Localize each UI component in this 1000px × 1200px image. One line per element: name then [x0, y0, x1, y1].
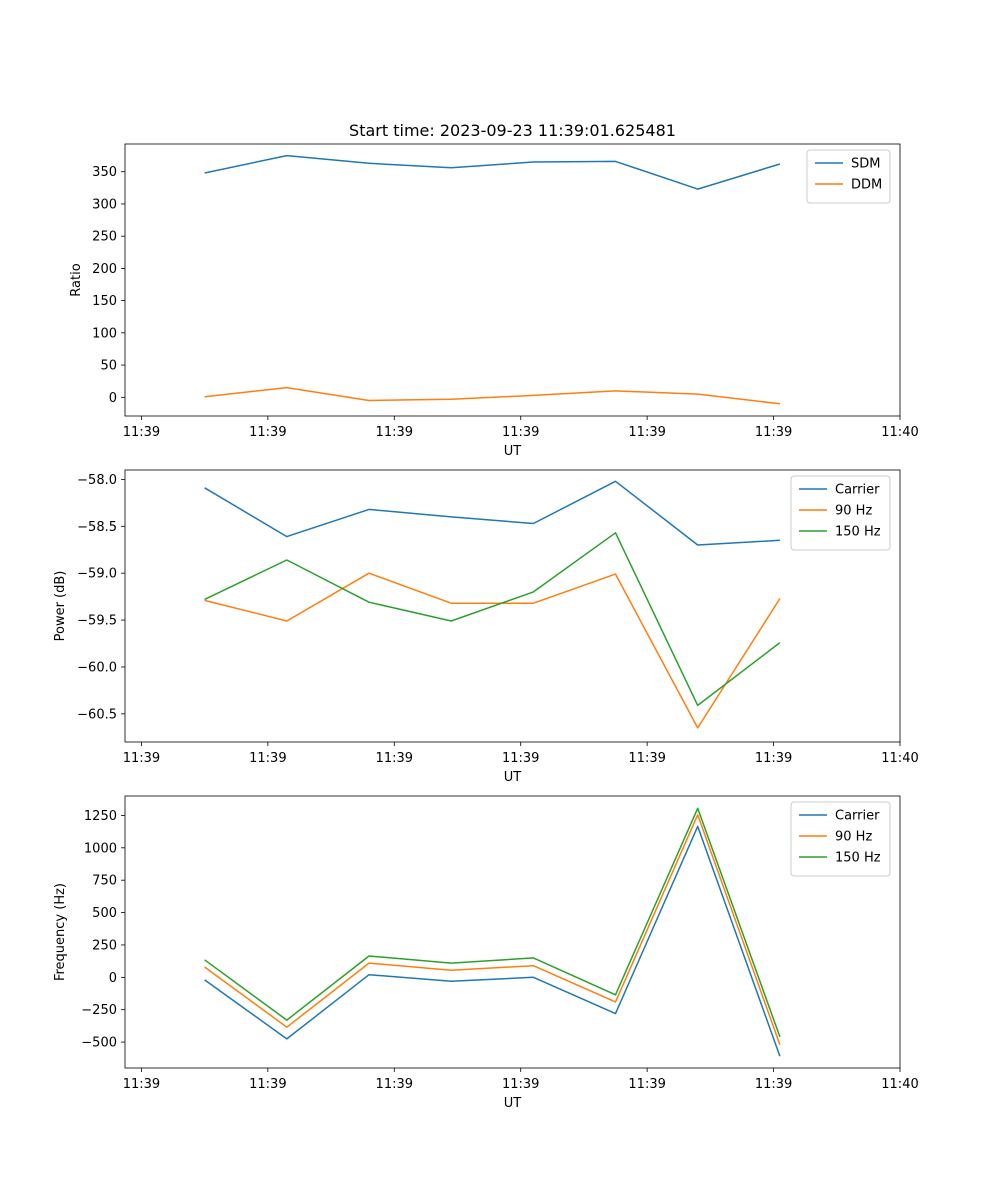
series-line-150-hz — [204, 807, 781, 1038]
series-line-sdm — [204, 154, 781, 190]
axes-frame — [124, 143, 901, 417]
x-tick-label: 11:39 — [123, 1077, 160, 1092]
y-tick-label: 500 — [92, 906, 117, 921]
y-tick-label: 250 — [92, 938, 117, 953]
x-tick-label: 11:39 — [502, 1077, 539, 1092]
subplot-3: 11:39 11:39 11:39 11:39 11:39 11:39 11:40 −500 −… — [53, 795, 919, 1111]
legend-label: 90 Hz — [835, 504, 872, 519]
legend-label: 150 Hz — [835, 525, 881, 540]
y-tick-label: −60.5 — [77, 707, 117, 722]
axes-frame — [124, 469, 901, 743]
y-tick-label: 300 — [92, 197, 117, 212]
y-tick-label: −58.5 — [77, 520, 117, 535]
y-tick-label: 750 — [92, 874, 117, 889]
legend-label: 90 Hz — [835, 830, 872, 845]
y-tick-label: 100 — [92, 326, 117, 341]
y-tick-label: 1000 — [84, 841, 117, 856]
legend: Carrier 90 Hz 150 Hz — [790, 801, 891, 877]
series-line-90-hz — [204, 572, 781, 729]
axes-frame — [124, 795, 901, 1069]
x-tick-label: 11:39 — [376, 751, 413, 766]
x-tick-label: 11:39 — [376, 1077, 413, 1092]
y-tick-label: 350 — [92, 165, 117, 180]
x-tick-label: 11:39 — [249, 751, 286, 766]
y-tick-label: 0 — [109, 391, 117, 406]
series-line-carrier — [204, 825, 781, 1057]
x-tick-label: 11:39 — [628, 1077, 665, 1092]
x-axis-label: UT — [504, 1096, 522, 1111]
x-tick-label: 11:40 — [881, 1077, 918, 1092]
x-tick-label: 11:39 — [755, 751, 792, 766]
y-tick-label: −59.5 — [77, 614, 117, 629]
y-tick-label: 50 — [100, 359, 117, 374]
series-line-150-hz — [204, 532, 781, 707]
x-axis-label: UT — [504, 444, 522, 459]
legend-label: Carrier — [835, 809, 880, 824]
y-tick-label: −59.0 — [77, 567, 117, 582]
legend-label: 150 Hz — [835, 851, 881, 866]
legend-label: Carrier — [835, 483, 880, 498]
x-tick-label: 11:39 — [755, 425, 792, 440]
y-tick-label: 0 — [109, 971, 117, 986]
y-tick-label: −500 — [81, 1036, 117, 1051]
x-tick-label: 11:39 — [123, 751, 160, 766]
x-tick-label: 11:39 — [628, 751, 665, 766]
x-tick-label: 11:39 — [502, 425, 539, 440]
series-line-90-hz — [204, 814, 781, 1045]
series-line-ddm — [204, 386, 780, 405]
legend-label: SDM — [851, 157, 880, 172]
subplot-2: 11:39 11:39 11:39 11:39 11:39 11:39 11:40 −60.5… — [53, 469, 919, 785]
x-tick-label: 11:39 — [249, 1077, 286, 1092]
subplot-1: 11:39 11:39 11:39 11:39 11:39 11:39 11:40 0 50 10… — [69, 121, 919, 459]
x-tick-label: 11:39 — [755, 1077, 792, 1092]
x-axis-label: UT — [504, 770, 522, 785]
y-tick-label: 150 — [92, 294, 117, 309]
y-axis-label: Ratio — [69, 263, 84, 296]
y-tick-label: 1250 — [84, 809, 117, 824]
y-tick-label: −58.0 — [77, 473, 117, 488]
legend: Carrier 90 Hz 150 Hz — [790, 475, 891, 551]
x-tick-label: 11:40 — [881, 751, 918, 766]
chart-title: Start time: 2023-09-23 11:39:01.625481 — [349, 121, 676, 140]
y-tick-label: −250 — [81, 1003, 117, 1018]
legend: SDM DDM — [806, 149, 891, 204]
y-tick-label: −60.0 — [77, 660, 117, 675]
x-tick-label: 11:39 — [249, 425, 286, 440]
x-tick-label: 11:39 — [376, 425, 413, 440]
legend-label: DDM — [851, 178, 882, 193]
y-axis-label: Frequency (Hz) — [53, 883, 68, 981]
x-tick-label: 11:40 — [881, 425, 918, 440]
x-tick-label: 11:39 — [628, 425, 665, 440]
x-tick-label: 11:39 — [123, 425, 160, 440]
y-tick-label: 250 — [92, 230, 117, 245]
series-line-carrier — [204, 480, 780, 546]
y-tick-label: 200 — [92, 262, 117, 277]
y-axis-label: Power (dB) — [53, 571, 68, 642]
x-tick-label: 11:39 — [502, 751, 539, 766]
